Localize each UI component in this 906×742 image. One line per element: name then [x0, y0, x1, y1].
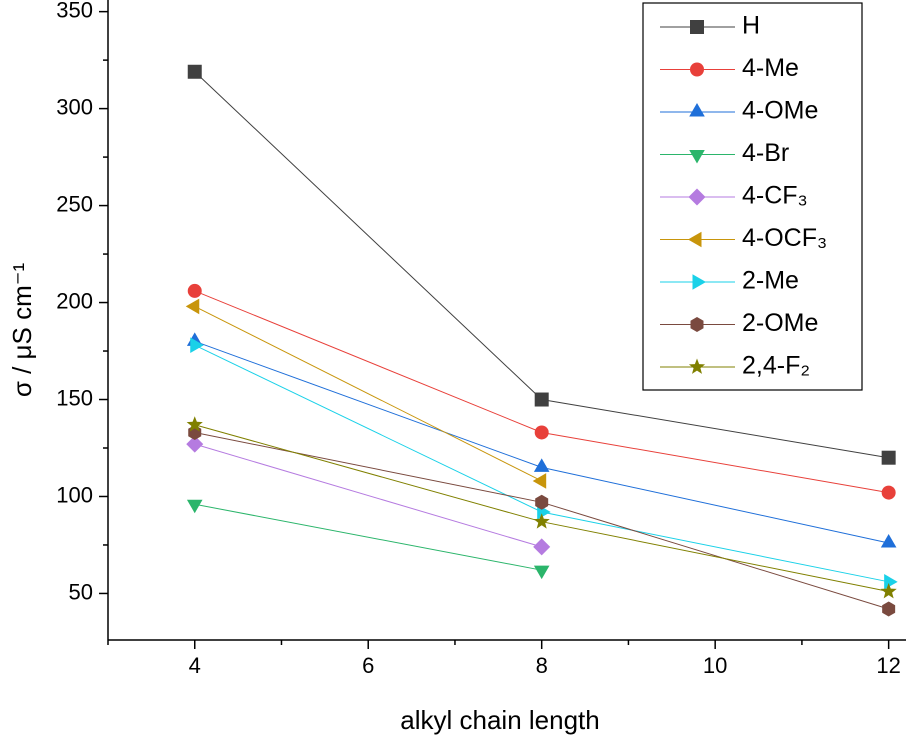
data-point	[533, 565, 550, 580]
y-tick-label: 250	[56, 191, 93, 216]
data-point	[187, 64, 202, 79]
legend-label: 4-CF₃	[742, 182, 808, 210]
data-point	[190, 337, 204, 354]
data-point	[881, 485, 896, 500]
x-tick-label: 12	[876, 653, 900, 678]
data-point	[884, 574, 898, 590]
legend-label: 4-OMe	[742, 97, 818, 125]
series-line	[194, 503, 542, 571]
legend-marker	[688, 358, 706, 374]
data-point	[881, 450, 896, 465]
series-line	[194, 305, 542, 482]
data-point	[535, 494, 549, 510]
data-point	[186, 435, 204, 453]
x-tick-label: 4	[189, 653, 201, 678]
legend-label: 2,4-F₂	[742, 352, 810, 380]
legend-label: 4-Me	[742, 54, 799, 82]
y-axis-title: σ / μS cm⁻¹	[7, 263, 37, 398]
legend-marker	[688, 231, 702, 248]
legend-label: H	[742, 12, 760, 40]
y-tick-label: 350	[56, 0, 93, 22]
y-tick-label: 50	[69, 579, 93, 604]
data-point	[532, 473, 547, 489]
x-tick-label: 8	[536, 653, 548, 678]
legend: H 4-Me 4-OMe 4-Br 4-CF₃ 4-OCF₃ 2-Me 2-OMe 2,4-F₂	[642, 2, 863, 391]
legend-marker	[689, 150, 705, 164]
legend-label: 4-Br	[742, 139, 789, 167]
data-point	[533, 538, 551, 556]
legend-marker	[692, 274, 706, 290]
data-point	[880, 583, 897, 599]
data-point	[186, 416, 203, 432]
x-axis-title: alkyl chain length	[400, 705, 599, 735]
y-tick-label: 150	[56, 385, 93, 410]
data-point	[187, 283, 202, 298]
legend-marker	[690, 20, 704, 34]
legend-marker	[690, 317, 704, 332]
x-tick-label: 10	[703, 653, 727, 678]
y-tick-label: 300	[56, 94, 93, 119]
y-tick-label: 100	[56, 482, 93, 507]
data-point	[533, 513, 550, 529]
data-point	[534, 392, 549, 407]
legend-label: 2-Me	[742, 267, 799, 295]
legend-label: 4-OCF₃	[742, 224, 827, 252]
legend-label: 2-OMe	[742, 309, 818, 337]
data-point	[186, 499, 203, 514]
data-point	[533, 458, 550, 472]
x-tick-label: 6	[362, 653, 374, 678]
series-line	[194, 443, 542, 548]
legend-marker	[688, 188, 706, 206]
data-point	[882, 601, 896, 617]
data-point	[185, 298, 200, 315]
y-tick-label: 200	[56, 288, 93, 313]
data-point	[534, 425, 549, 440]
legend-marker	[690, 62, 704, 77]
data-point	[880, 534, 897, 548]
legend-marker	[689, 103, 705, 117]
